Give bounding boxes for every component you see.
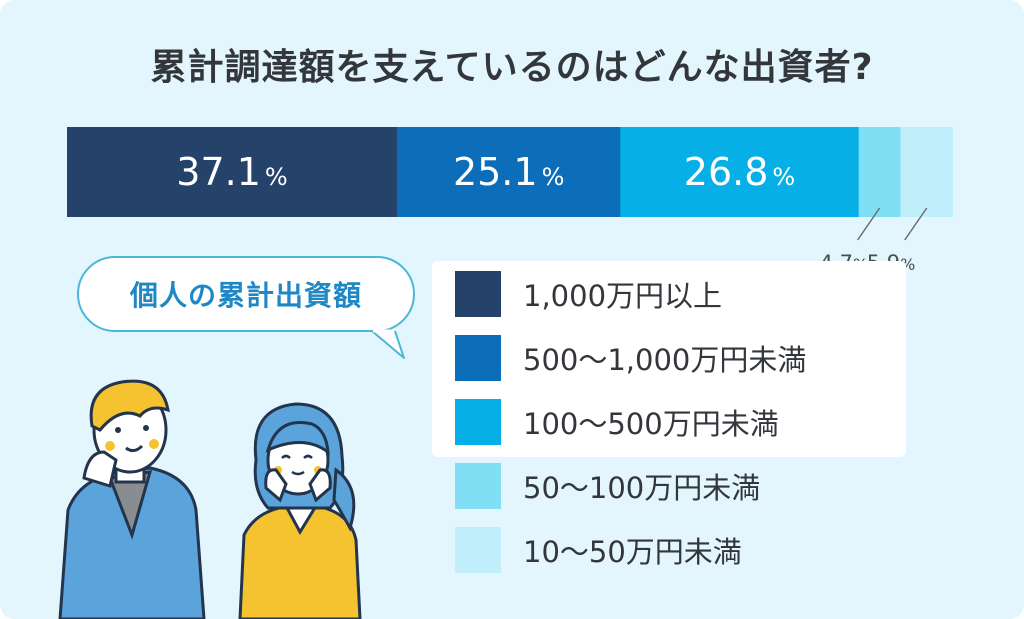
legend-item: 10〜50万円未満 xyxy=(455,527,742,573)
chart-title: 累計調達額を支えているのはどんな出資者? xyxy=(150,47,874,88)
legend-swatch xyxy=(455,463,501,509)
legend-label: 100〜500万円未満 xyxy=(523,407,779,441)
bubble-text: 個人の累計出資額 xyxy=(129,279,362,312)
legend-swatch xyxy=(455,335,501,381)
bar-value-label: 25.1% xyxy=(453,150,564,194)
bar-segment xyxy=(397,127,621,217)
legend-swatch xyxy=(455,271,501,317)
legend-swatch xyxy=(455,399,501,445)
legend-label: 1,000万円以上 xyxy=(523,279,723,313)
legend-label: 500〜1,000万円未満 xyxy=(523,343,807,377)
legend-item: 100〜500万円未満 xyxy=(455,399,779,445)
legend-panel xyxy=(432,261,906,457)
speech-bubble: 個人の累計出資額 xyxy=(77,256,415,332)
legend-item: 1,000万円以上 xyxy=(455,271,722,317)
people-illustration xyxy=(58,379,362,619)
bar-segment xyxy=(67,127,398,217)
bar-value-label: 26.8% xyxy=(684,150,795,194)
stacked-bar: 37.1% 25.1% 26.8% xyxy=(67,127,953,217)
bar-segment xyxy=(620,127,860,217)
bar-segment xyxy=(900,127,953,217)
legend-item: 500〜1,000万円未満 xyxy=(455,335,806,381)
woman-figure xyxy=(238,402,362,619)
stacked-bar-svg: 37.1% 25.1% 26.8% xyxy=(67,127,953,217)
legend-item: 50〜100万円未満 xyxy=(455,463,760,509)
legend-label: 10〜50万円未満 xyxy=(523,535,742,569)
bar-value-label: 37.1% xyxy=(176,150,287,194)
man-figure xyxy=(58,379,206,619)
legend-swatch xyxy=(455,527,501,573)
legend-label: 50〜100万円未満 xyxy=(523,471,761,505)
bar-segment xyxy=(858,127,902,217)
